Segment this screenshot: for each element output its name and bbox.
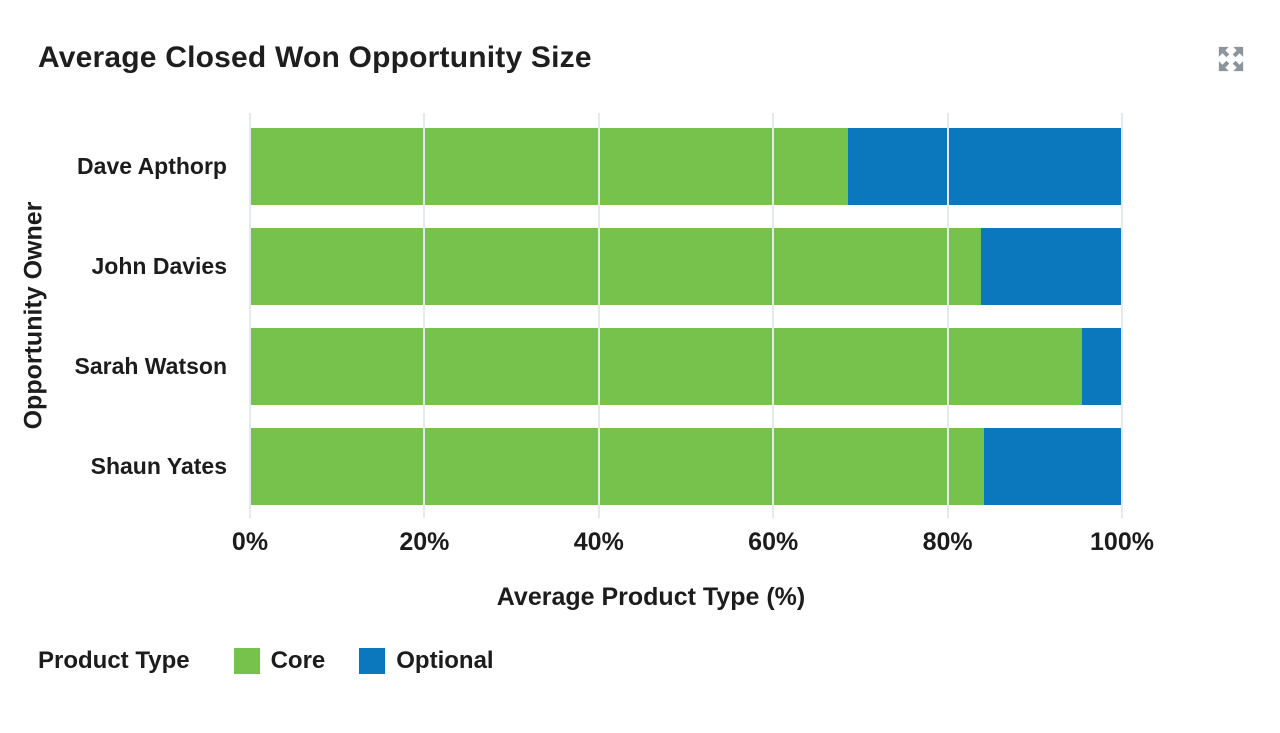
y-category-label: John Davies bbox=[91, 253, 228, 279]
bar-segment-core[interactable] bbox=[250, 228, 981, 305]
gridline bbox=[423, 113, 426, 518]
expand-button[interactable] bbox=[1214, 42, 1248, 76]
gridline bbox=[946, 113, 949, 518]
gridline bbox=[249, 113, 251, 518]
x-tick-label: 60% bbox=[748, 528, 799, 556]
y-axis-labels: Dave Apthorp John Davies Sarah Watson Shaun… bbox=[0, 113, 227, 518]
legend-title: Product Type bbox=[38, 647, 190, 674]
legend-swatch-optional bbox=[359, 648, 386, 674]
x-axis-title: Average Product Type (%) bbox=[496, 583, 806, 611]
x-tick-label: 100% bbox=[1090, 528, 1154, 556]
x-axis: 0% 20% 40% 60% 80% 100% bbox=[232, 528, 1154, 560]
gridline bbox=[1121, 113, 1123, 518]
bar-row bbox=[250, 228, 1122, 305]
bar-row bbox=[250, 128, 1122, 205]
legend-swatch-core bbox=[233, 648, 260, 674]
bar-row bbox=[250, 428, 1122, 505]
gridline bbox=[597, 113, 600, 518]
bar-row bbox=[250, 328, 1122, 405]
bar-segment-optional[interactable] bbox=[984, 428, 1122, 505]
bar-segment-core[interactable] bbox=[250, 328, 1082, 405]
bar-segment-optional[interactable] bbox=[1081, 328, 1122, 405]
y-category-label: Dave Apthorp bbox=[77, 153, 227, 179]
legend-label-optional: Optional bbox=[396, 647, 494, 674]
expand-arrows-icon bbox=[1214, 46, 1248, 79]
x-tick-label: 40% bbox=[573, 528, 624, 556]
chart-title: Average Closed Won Opportunity Size bbox=[38, 41, 592, 74]
bar-segment-optional[interactable] bbox=[848, 128, 1122, 205]
x-tick-label: 80% bbox=[922, 528, 973, 556]
bar-segment-core[interactable] bbox=[250, 428, 985, 505]
x-tick-label: 20% bbox=[399, 528, 450, 556]
bar-segment-optional[interactable] bbox=[980, 228, 1122, 305]
legend: Product Type Core Optional bbox=[38, 647, 494, 675]
gridline bbox=[772, 113, 775, 518]
legend-label-core: Core bbox=[270, 647, 326, 674]
x-tick-label: 0% bbox=[231, 528, 269, 556]
y-category-label: Shaun Yates bbox=[90, 453, 227, 479]
plot-area bbox=[249, 113, 1123, 518]
y-category-label: Sarah Watson bbox=[74, 353, 227, 379]
bar-segment-core[interactable] bbox=[250, 128, 849, 205]
